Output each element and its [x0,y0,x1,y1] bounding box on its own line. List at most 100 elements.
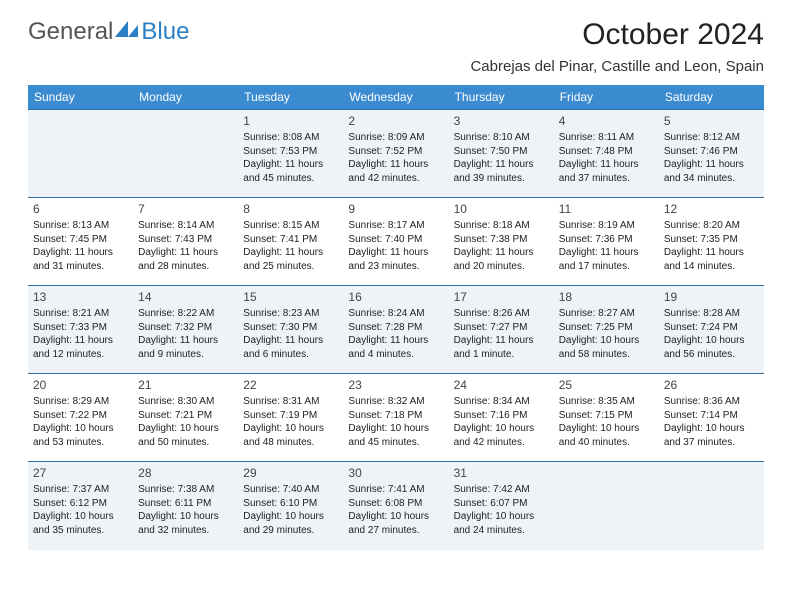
calendar-table: SundayMondayTuesdayWednesdayThursdayFrid… [28,85,764,550]
sunset-text: Sunset: 7:41 PM [243,233,338,247]
day-number: 3 [454,113,549,129]
calendar-head: SundayMondayTuesdayWednesdayThursdayFrid… [28,85,764,110]
calendar-week-row: 27Sunrise: 7:37 AMSunset: 6:12 PMDayligh… [28,462,764,550]
sunrise-text: Sunrise: 8:27 AM [559,307,654,321]
sunset-text: Sunset: 7:43 PM [138,233,233,247]
daylight-text: Daylight: 10 hours and 56 minutes. [664,334,759,361]
calendar-empty-cell [554,462,659,550]
sunset-text: Sunset: 7:15 PM [559,409,654,423]
day-number: 24 [454,377,549,393]
calendar-day-cell: 31Sunrise: 7:42 AMSunset: 6:07 PMDayligh… [449,462,554,550]
location-label: Cabrejas del Pinar, Castille and Leon, S… [470,58,764,75]
sunset-text: Sunset: 7:16 PM [454,409,549,423]
daylight-text: Daylight: 11 hours and 17 minutes. [559,246,654,273]
day-number: 25 [559,377,654,393]
day-number: 4 [559,113,654,129]
calendar-empty-cell [133,110,238,198]
daylight-text: Daylight: 10 hours and 53 minutes. [33,422,128,449]
daylight-text: Daylight: 10 hours and 32 minutes. [138,510,233,537]
sunset-text: Sunset: 7:40 PM [348,233,443,247]
day-number: 18 [559,289,654,305]
sunrise-text: Sunrise: 8:20 AM [664,219,759,233]
sunset-text: Sunset: 6:10 PM [243,497,338,511]
daylight-text: Daylight: 11 hours and 28 minutes. [138,246,233,273]
sunrise-text: Sunrise: 8:30 AM [138,395,233,409]
daylight-text: Daylight: 11 hours and 37 minutes. [559,158,654,185]
daylight-text: Daylight: 11 hours and 1 minute. [454,334,549,361]
calendar-day-cell: 10Sunrise: 8:18 AMSunset: 7:38 PMDayligh… [449,198,554,286]
day-number: 12 [664,201,759,217]
daylight-text: Daylight: 11 hours and 31 minutes. [33,246,128,273]
sunset-text: Sunset: 7:22 PM [33,409,128,423]
day-header: Monday [133,85,238,110]
sunrise-text: Sunrise: 8:24 AM [348,307,443,321]
month-title: October 2024 [470,18,764,52]
daylight-text: Daylight: 11 hours and 39 minutes. [454,158,549,185]
sunset-text: Sunset: 7:27 PM [454,321,549,335]
sunrise-text: Sunrise: 8:26 AM [454,307,549,321]
calendar-day-cell: 26Sunrise: 8:36 AMSunset: 7:14 PMDayligh… [659,374,764,462]
day-number: 29 [243,465,338,481]
daylight-text: Daylight: 10 hours and 42 minutes. [454,422,549,449]
sunrise-text: Sunrise: 8:29 AM [33,395,128,409]
calendar-day-cell: 5Sunrise: 8:12 AMSunset: 7:46 PMDaylight… [659,110,764,198]
daylight-text: Daylight: 10 hours and 29 minutes. [243,510,338,537]
daylight-text: Daylight: 10 hours and 58 minutes. [559,334,654,361]
sunset-text: Sunset: 7:30 PM [243,321,338,335]
calendar-day-cell: 24Sunrise: 8:34 AMSunset: 7:16 PMDayligh… [449,374,554,462]
calendar-day-cell: 4Sunrise: 8:11 AMSunset: 7:48 PMDaylight… [554,110,659,198]
day-number: 16 [348,289,443,305]
sunset-text: Sunset: 7:35 PM [664,233,759,247]
sunrise-text: Sunrise: 8:31 AM [243,395,338,409]
sunset-text: Sunset: 7:28 PM [348,321,443,335]
sunset-text: Sunset: 7:32 PM [138,321,233,335]
daylight-text: Daylight: 10 hours and 37 minutes. [664,422,759,449]
day-number: 31 [454,465,549,481]
day-number: 27 [33,465,128,481]
calendar-day-cell: 20Sunrise: 8:29 AMSunset: 7:22 PMDayligh… [28,374,133,462]
day-number: 11 [559,201,654,217]
calendar-day-cell: 13Sunrise: 8:21 AMSunset: 7:33 PMDayligh… [28,286,133,374]
sunset-text: Sunset: 7:46 PM [664,145,759,159]
day-header: Thursday [449,85,554,110]
daylight-text: Daylight: 11 hours and 42 minutes. [348,158,443,185]
sunset-text: Sunset: 7:50 PM [454,145,549,159]
calendar-day-cell: 29Sunrise: 7:40 AMSunset: 6:10 PMDayligh… [238,462,343,550]
sunrise-text: Sunrise: 8:11 AM [559,131,654,145]
sunrise-text: Sunrise: 8:09 AM [348,131,443,145]
sunset-text: Sunset: 7:52 PM [348,145,443,159]
daylight-text: Daylight: 10 hours and 24 minutes. [454,510,549,537]
sunrise-text: Sunrise: 8:23 AM [243,307,338,321]
sunset-text: Sunset: 7:21 PM [138,409,233,423]
daylight-text: Daylight: 11 hours and 23 minutes. [348,246,443,273]
sunset-text: Sunset: 7:24 PM [664,321,759,335]
sunset-text: Sunset: 6:11 PM [138,497,233,511]
sunrise-text: Sunrise: 8:18 AM [454,219,549,233]
sunset-text: Sunset: 7:38 PM [454,233,549,247]
calendar-empty-cell [659,462,764,550]
daylight-text: Daylight: 11 hours and 9 minutes. [138,334,233,361]
sunrise-text: Sunrise: 8:15 AM [243,219,338,233]
day-number: 15 [243,289,338,305]
day-number: 30 [348,465,443,481]
sunset-text: Sunset: 7:25 PM [559,321,654,335]
calendar-day-cell: 16Sunrise: 8:24 AMSunset: 7:28 PMDayligh… [343,286,448,374]
sunrise-text: Sunrise: 8:21 AM [33,307,128,321]
calendar-day-cell: 2Sunrise: 8:09 AMSunset: 7:52 PMDaylight… [343,110,448,198]
calendar-day-cell: 27Sunrise: 7:37 AMSunset: 6:12 PMDayligh… [28,462,133,550]
sunrise-text: Sunrise: 8:22 AM [138,307,233,321]
sunrise-text: Sunrise: 8:10 AM [454,131,549,145]
day-number: 7 [138,201,233,217]
calendar-day-cell: 17Sunrise: 8:26 AMSunset: 7:27 PMDayligh… [449,286,554,374]
sunrise-text: Sunrise: 7:37 AM [33,483,128,497]
brand-part1: General [28,18,113,46]
sunrise-text: Sunrise: 8:28 AM [664,307,759,321]
daylight-text: Daylight: 11 hours and 25 minutes. [243,246,338,273]
calendar-day-cell: 28Sunrise: 7:38 AMSunset: 6:11 PMDayligh… [133,462,238,550]
sunrise-text: Sunrise: 7:38 AM [138,483,233,497]
sunset-text: Sunset: 7:14 PM [664,409,759,423]
brand-logo: General Blue [28,18,189,46]
calendar-day-cell: 3 Sunrise: 8:10 AMSunset: 7:50 PMDaylight… [449,110,554,198]
day-number: 6 [33,201,128,217]
sunrise-text: Sunrise: 8:36 AM [664,395,759,409]
